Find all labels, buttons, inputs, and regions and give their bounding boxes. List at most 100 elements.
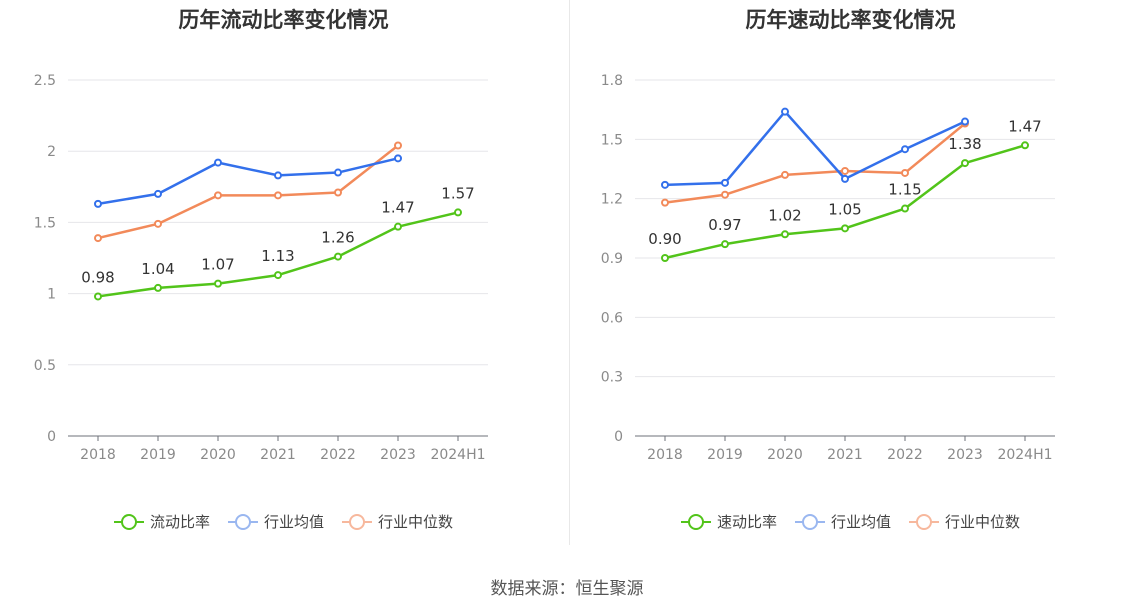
data-point: [94, 292, 102, 301]
y-tick-label: 0.3: [601, 370, 623, 386]
data-point: [394, 222, 402, 231]
data-point: [661, 180, 669, 189]
legend-item-quick-ratio[interactable]: 速动比率: [680, 511, 777, 532]
data-label: 0.97: [708, 216, 741, 234]
data-point: [781, 230, 789, 239]
data-source-footer: 数据来源：恒生聚源: [490, 579, 644, 599]
x-tick-label: 2022: [320, 447, 356, 463]
y-tick-label: 1.8: [601, 73, 623, 89]
series-line: [664, 122, 966, 204]
data-point: [94, 199, 102, 208]
legend-label: 速动比率: [716, 513, 777, 531]
data-point: [214, 191, 222, 200]
legend-swatch-icon: [342, 513, 372, 531]
y-tick-label: 1: [47, 287, 56, 303]
y-tick-label: 2.5: [34, 73, 56, 89]
data-label: 1.02: [768, 206, 801, 224]
x-tick-label: 2023: [380, 447, 416, 463]
data-point: [901, 204, 909, 213]
data-label: 1.15: [888, 181, 921, 199]
legend-ring: [234, 513, 251, 530]
legend-item-industry-average[interactable]: 行业均值: [227, 511, 324, 532]
legend-swatch-icon: [113, 513, 144, 531]
x-tick-label: 2018: [647, 447, 683, 463]
x-tick-label: 2020: [767, 447, 803, 463]
data-label: 1.13: [261, 247, 294, 265]
legend-item-industry-median[interactable]: 行业中位数: [909, 511, 1020, 532]
x-tick-label: 2023: [947, 447, 983, 463]
x-tick-label: 2019: [707, 447, 743, 463]
data-point: [274, 171, 282, 180]
x-tick-label: 2018: [80, 447, 116, 463]
x-tick-label: 2020: [200, 447, 236, 463]
data-label: 1.47: [381, 199, 414, 217]
legend-ring: [687, 513, 704, 530]
data-point: [661, 198, 669, 207]
quick-ratio-chart: 0 0.3 0.6 0.9 1.2 1.5 1.8 2018 2019 2020 2021 2022 2…: [601, 73, 1055, 463]
legend-swatch-icon: [680, 513, 711, 531]
data-point: [334, 168, 342, 177]
data-label: 0.98: [81, 268, 114, 286]
legend-swatch-icon: [794, 513, 825, 531]
y-tick-label: 1.5: [34, 215, 56, 231]
y-tick-label: 0.9: [601, 251, 623, 267]
x-tick-label: 2021: [827, 447, 863, 463]
legend-ring: [916, 513, 932, 530]
data-point: [274, 191, 282, 200]
current-ratio-chart-panel: 历年流动比率变化情况 0 0.5 1 1.5 2 2.5 2018 2019 2020 2021 2…: [0, 0, 567, 560]
data-point: [94, 234, 102, 243]
legend-swatch-icon: [227, 513, 258, 531]
legend-item-industry-average[interactable]: 行业均值: [794, 511, 891, 532]
data-point: [661, 254, 669, 262]
data-label: 1.05: [828, 200, 861, 218]
data-point: [154, 219, 162, 228]
data-point: [274, 271, 282, 280]
x-tick-label: 2021: [260, 447, 296, 463]
data-point: [901, 168, 909, 177]
data-point: [781, 107, 789, 116]
legend-item-current-ratio[interactable]: 流动比率: [113, 511, 210, 532]
current-ratio-chart: 0 0.5 1 1.5 2 2.5 2018 2019 2020 2021 2022 2023 2024…: [34, 73, 488, 463]
data-label: 1.47: [1008, 117, 1041, 135]
data-point: [961, 159, 969, 168]
data-label: 1.26: [321, 229, 354, 247]
data-point: [394, 141, 402, 150]
panel-divider: [569, 0, 570, 545]
legend-item-industry-median[interactable]: 行业中位数: [342, 511, 453, 532]
series-line: [97, 144, 399, 240]
chart-title: 历年速动比率变化情况: [745, 8, 956, 32]
data-point: [214, 279, 222, 288]
data-point: [334, 188, 342, 197]
legend-ring: [801, 513, 818, 530]
data-label: 1.04: [141, 260, 174, 278]
data-point: [721, 240, 729, 249]
legend-label: 行业中位数: [945, 513, 1021, 531]
x-tick-label: 2024H1: [430, 447, 485, 463]
data-point: [1021, 141, 1029, 150]
data-point: [721, 178, 729, 187]
chart-legend: 流动比率 行业均值 行业中位数: [0, 511, 567, 532]
x-tick-label: 2022: [887, 447, 923, 463]
legend-ring: [349, 513, 365, 530]
data-label: 0.90: [648, 230, 681, 248]
y-tick-label: 0.5: [34, 358, 56, 374]
y-tick-label: 1.2: [601, 192, 623, 208]
data-point: [781, 170, 789, 179]
legend-label: 行业中位数: [378, 513, 454, 531]
legend-label: 流动比率: [149, 513, 210, 531]
legend-label: 行业均值: [263, 513, 324, 531]
data-point: [334, 252, 342, 261]
data-point: [154, 283, 162, 292]
series-line: [664, 110, 966, 187]
data-point: [154, 189, 162, 198]
data-label: 1.38: [948, 135, 981, 153]
chart-legend: 速动比率 行业均值 行业中位数: [567, 511, 1134, 532]
legend-ring: [120, 513, 137, 530]
x-tick-label: 2019: [140, 447, 176, 463]
x-tick-label: 2024H1: [997, 447, 1052, 463]
y-tick-label: 0: [47, 429, 56, 445]
data-point: [961, 117, 969, 126]
data-point: [841, 174, 849, 183]
data-point: [721, 190, 729, 199]
data-point: [394, 154, 402, 163]
